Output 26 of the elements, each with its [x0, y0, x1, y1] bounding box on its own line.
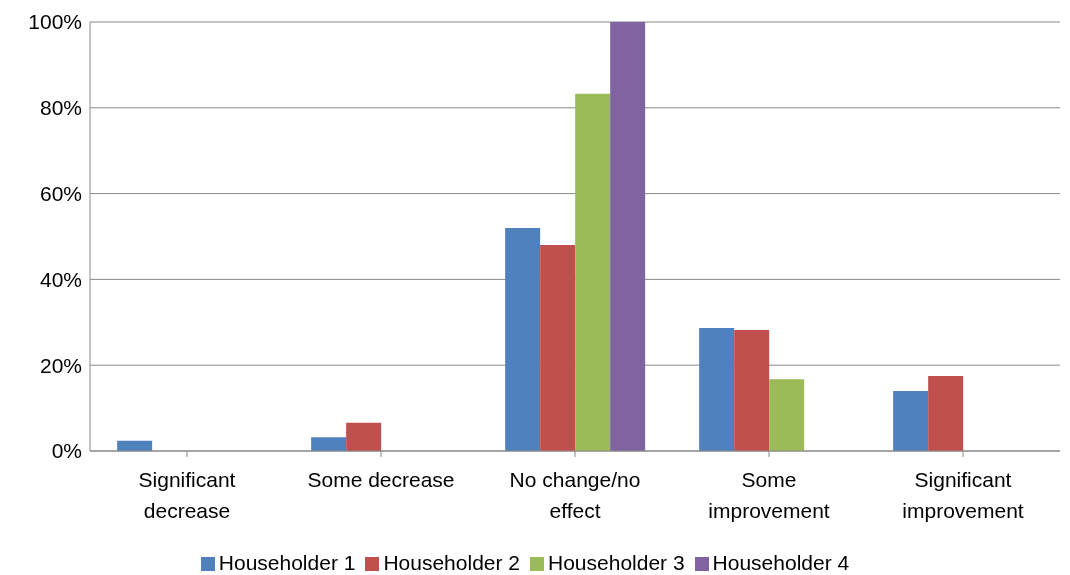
- y-tick-label: 20%: [39, 353, 82, 377]
- bar: [893, 390, 929, 451]
- bar: [346, 422, 382, 451]
- bar: [734, 330, 770, 451]
- x-tick-label: Some decrease: [307, 468, 455, 491]
- legend-label: Householder 4: [712, 551, 850, 574]
- bar: [769, 379, 805, 451]
- bar: [505, 227, 541, 451]
- y-tick-label: 0%: [51, 439, 82, 463]
- bar: [699, 327, 735, 451]
- x-tick-label: Some improvement: [708, 468, 830, 522]
- x-tick-label: Significant decrease: [138, 468, 236, 522]
- bar: [311, 437, 347, 451]
- legend-label: Householder 1: [218, 551, 356, 574]
- y-tick-label: 40%: [39, 267, 82, 291]
- y-tick-label: 100%: [28, 10, 82, 34]
- x-tick-label: Significant improvement: [902, 468, 1024, 522]
- y-tick-label: 60%: [39, 182, 82, 206]
- bar: [610, 22, 646, 451]
- bar: [928, 375, 964, 451]
- legend-label: Householder 3: [548, 551, 685, 574]
- bar: [540, 245, 576, 451]
- x-tick-label: No change/no effect: [509, 468, 641, 522]
- legend-label: Householder 2: [383, 551, 520, 574]
- y-tick-label: 80%: [39, 96, 82, 120]
- bar: [575, 93, 611, 451]
